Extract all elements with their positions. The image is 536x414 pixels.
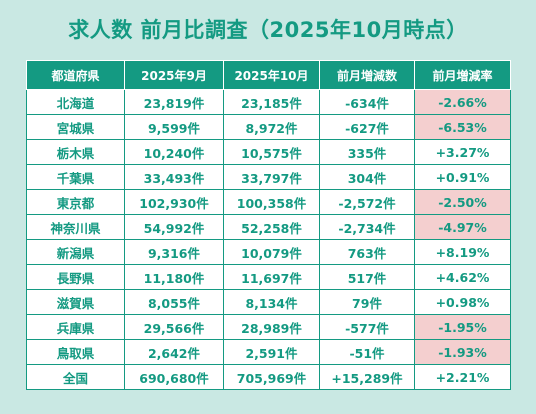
cell-rate: +3.27%	[414, 139, 511, 165]
cell-diff: 335件	[319, 139, 415, 165]
cell-october: 11,697件	[223, 264, 320, 290]
cell-rate: -2.50%	[414, 189, 511, 215]
cell-prefecture: 鳥取県	[26, 339, 125, 365]
cell-diff: -2,734件	[319, 214, 415, 240]
table-row: 栃木県 10,240件 10,575件 335件 +3.27%	[26, 139, 511, 165]
cell-prefecture: 北海道	[26, 89, 125, 115]
cell-diff: +15,289件	[319, 364, 415, 390]
cell-prefecture: 宮城県	[26, 114, 125, 140]
cell-september: 33,493件	[124, 164, 224, 190]
cell-september: 29,566件	[124, 314, 224, 340]
cell-september: 8,055件	[124, 289, 224, 315]
cell-diff: 763件	[319, 239, 415, 265]
cell-prefecture: 千葉県	[26, 164, 125, 190]
cell-october: 2,591件	[223, 339, 320, 365]
cell-rate: -1.95%	[414, 314, 511, 340]
cell-diff: -51件	[319, 339, 415, 365]
cell-september: 11,180件	[124, 264, 224, 290]
column-header-september: 2025年9月	[124, 60, 224, 90]
cell-rate: -4.97%	[414, 214, 511, 240]
cell-rate: +0.98%	[414, 289, 511, 315]
cell-prefecture: 長野県	[26, 264, 125, 290]
cell-diff: 79件	[319, 289, 415, 315]
cell-september: 54,992件	[124, 214, 224, 240]
cell-prefecture: 兵庫県	[26, 314, 125, 340]
cell-diff: 517件	[319, 264, 415, 290]
cell-rate: +2.21%	[414, 364, 511, 390]
cell-prefecture: 東京都	[26, 189, 125, 215]
cell-october: 100,358件	[223, 189, 320, 215]
cell-rate: +4.62%	[414, 264, 511, 290]
table-row: 北海道 23,819件 23,185件 -634件 -2.66%	[26, 89, 511, 115]
cell-october: 10,575件	[223, 139, 320, 165]
cell-prefecture: 神奈川県	[26, 214, 125, 240]
cell-october: 8,134件	[223, 289, 320, 315]
table-row: 神奈川県 54,992件 52,258件 -2,734件 -4.97%	[26, 214, 511, 240]
cell-rate: +0.91%	[414, 164, 511, 190]
cell-september: 10,240件	[124, 139, 224, 165]
cell-september: 2,642件	[124, 339, 224, 365]
table-header-row: 都道府県 2025年9月 2025年10月 前月増減数 前月増減率	[26, 60, 511, 90]
column-header-rate: 前月増減率	[414, 60, 511, 90]
cell-september: 9,316件	[124, 239, 224, 265]
cell-rate: -6.53%	[414, 114, 511, 140]
cell-october: 8,972件	[223, 114, 320, 140]
cell-september: 9,599件	[124, 114, 224, 140]
cell-prefecture: 全国	[26, 364, 125, 390]
table-row: 長野県 11,180件 11,697件 517件 +4.62%	[26, 264, 511, 290]
table-row: 新潟県 9,316件 10,079件 763件 +8.19%	[26, 239, 511, 265]
cell-september: 102,930件	[124, 189, 224, 215]
cell-october: 28,989件	[223, 314, 320, 340]
cell-october: 705,969件	[223, 364, 320, 390]
cell-diff: 304件	[319, 164, 415, 190]
cell-diff: -577件	[319, 314, 415, 340]
cell-october: 52,258件	[223, 214, 320, 240]
cell-october: 33,797件	[223, 164, 320, 190]
cell-diff: -627件	[319, 114, 415, 140]
cell-september: 690,680件	[124, 364, 224, 390]
table-row: 全国 690,680件 705,969件 +15,289件 +2.21%	[26, 364, 511, 390]
table-row: 鳥取県 2,642件 2,591件 -51件 -1.93%	[26, 339, 511, 365]
cell-october: 10,079件	[223, 239, 320, 265]
cell-rate: -2.66%	[414, 89, 511, 115]
cell-prefecture: 滋賀県	[26, 289, 125, 315]
cell-prefecture: 新潟県	[26, 239, 125, 265]
table-row: 東京都 102,930件 100,358件 -2,572件 -2.50%	[26, 189, 511, 215]
cell-october: 23,185件	[223, 89, 320, 115]
table-row: 宮城県 9,599件 8,972件 -627件 -6.53%	[26, 114, 511, 140]
cell-prefecture: 栃木県	[26, 139, 125, 165]
cell-diff: -634件	[319, 89, 415, 115]
page-title: 求人数 前月比調査（2025年10月時点）	[68, 18, 468, 42]
cell-september: 23,819件	[124, 89, 224, 115]
table-row: 滋賀県 8,055件 8,134件 79件 +0.98%	[26, 289, 511, 315]
cell-rate: -1.93%	[414, 339, 511, 365]
table-body: 北海道 23,819件 23,185件 -634件 -2.66% 宮城県 9,599件 8,9…	[26, 89, 511, 390]
cell-rate: +8.19%	[414, 239, 511, 265]
column-header-october: 2025年10月	[223, 60, 320, 90]
cell-diff: -2,572件	[319, 189, 415, 215]
column-header-diff: 前月増減数	[319, 60, 415, 90]
column-header-prefecture: 都道府県	[26, 60, 125, 90]
table-row: 千葉県 33,493件 33,797件 304件 +0.91%	[26, 164, 511, 190]
job-openings-table: 都道府県 2025年9月 2025年10月 前月増減数 前月増減率 北海道 23,…	[26, 60, 511, 390]
table-row: 兵庫県 29,566件 28,989件 -577件 -1.95%	[26, 314, 511, 340]
